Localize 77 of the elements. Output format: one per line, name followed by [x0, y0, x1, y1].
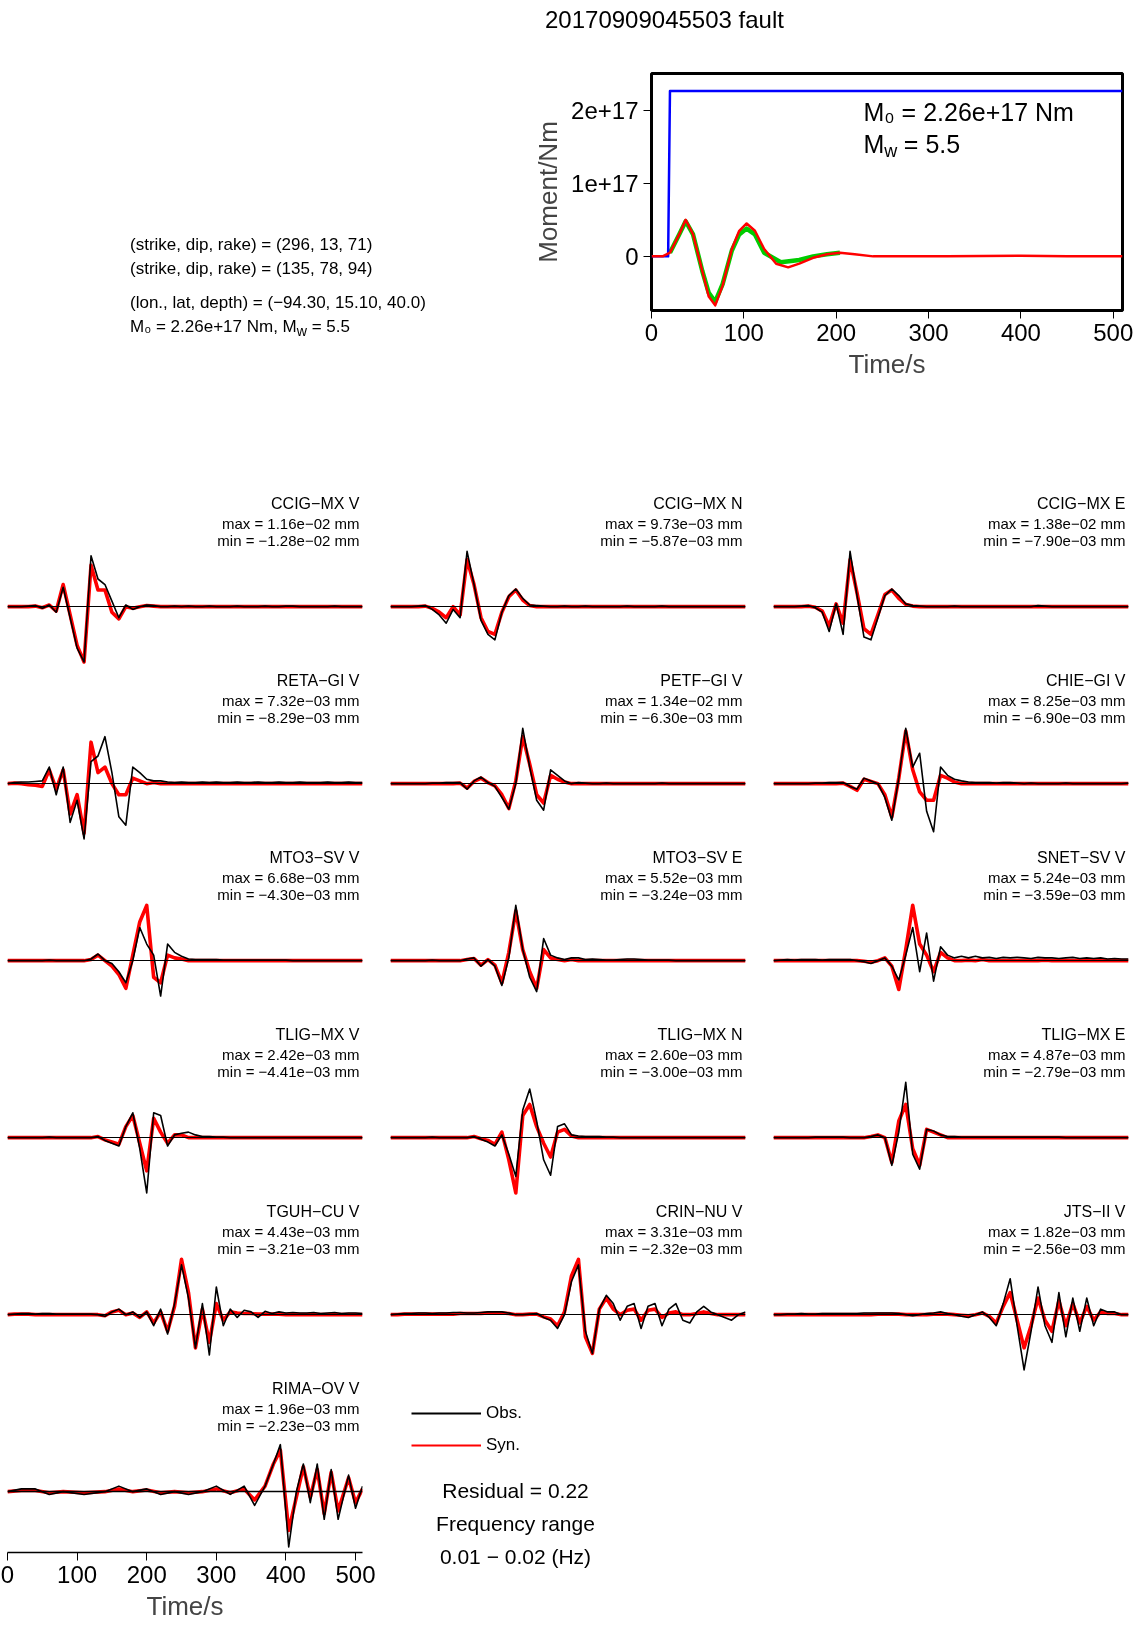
- chart-title: 20170909045503 fault: [545, 5, 784, 35]
- x-tick-label: 200: [816, 318, 857, 346]
- text: min = −3.00e−03 mm: [600, 1062, 743, 1080]
- y-axis-title: Moment/Nm: [533, 121, 564, 263]
- x-tick-label: 400: [265, 1560, 306, 1588]
- y-tick-label: 1e+17: [571, 169, 639, 197]
- x-axis-title: Time/s: [848, 348, 926, 379]
- text: min = −7.90e−03 mm: [983, 531, 1126, 549]
- chart-title: CCIG−MX V: [271, 494, 360, 512]
- text: max = 7.32e−03 mm: [221, 691, 360, 709]
- text: (strike, dip, rake) = (135, 78, 94): [130, 258, 373, 280]
- chart-title: TLIG−MX E: [1041, 1025, 1126, 1043]
- text: max = 1.96e−03 mm: [221, 1399, 360, 1417]
- x-tick-label: 500: [335, 1560, 376, 1588]
- chart-title: MTO3−SV V: [269, 848, 360, 866]
- chart-title: RIMA−OV V: [271, 1379, 360, 1397]
- text: max = 2.60e−03 mm: [604, 1045, 743, 1063]
- text: max = 3.31e−03 mm: [604, 1222, 743, 1240]
- x-axis-title: Time/s: [146, 1590, 224, 1621]
- text: max = 9.73e−03 mm: [604, 514, 743, 532]
- text: min = −8.29e−03 mm: [217, 708, 360, 726]
- text: min = −3.24e−03 mm: [600, 885, 743, 903]
- chart-title: TGUH−CU V: [266, 1202, 360, 1220]
- text: min = −6.30e−03 mm: [600, 708, 743, 726]
- text: max = 1.82e−03 mm: [987, 1222, 1126, 1240]
- text: Frequency range: [436, 1512, 595, 1535]
- text: min = −6.90e−03 mm: [983, 708, 1126, 726]
- text: max = 5.52e−03 mm: [604, 868, 743, 886]
- x-tick-label: 400: [1000, 318, 1041, 346]
- text: 0.01 − 0.02 (Hz): [439, 1545, 592, 1568]
- chart-title: MTO3−SV E: [652, 848, 743, 866]
- text: max = 4.87e−03 mm: [987, 1045, 1126, 1063]
- chart-title: PETF−GI V: [660, 671, 743, 689]
- text: max = 5.24e−03 mm: [987, 868, 1126, 886]
- text: min = −2.23e−03 mm: [217, 1416, 360, 1434]
- text: min = −2.79e−03 mm: [983, 1062, 1126, 1080]
- text: min = −5.87e−03 mm: [600, 531, 743, 549]
- text: min = −1.28e−02 mm: [217, 531, 360, 549]
- chart-title: CCIG−MX E: [1037, 494, 1126, 512]
- x-tick-label: 0: [644, 318, 659, 346]
- y-tick-label: 2e+17: [571, 96, 639, 124]
- x-tick-label: 200: [126, 1560, 167, 1588]
- text: min = −3.59e−03 mm: [983, 885, 1126, 903]
- legend-label: Obs.: [486, 1403, 522, 1423]
- text: max = 8.25e−03 mm: [987, 691, 1126, 709]
- x-tick-label: 500: [1093, 318, 1134, 346]
- text: min = −4.30e−03 mm: [217, 885, 360, 903]
- text: max = 1.16e−02 mm: [221, 514, 360, 532]
- chart-title: CRIN−NU V: [655, 1202, 743, 1220]
- text: max = 2.42e−03 mm: [221, 1045, 360, 1063]
- text: Residual = 0.22: [442, 1479, 589, 1502]
- chart-title: RETA−GI V: [276, 671, 360, 689]
- text: (lon., lat, depth) = (−94.30, 15.10, 40.0): [130, 292, 426, 314]
- chart-title: TLIG−MX N: [657, 1025, 743, 1043]
- chart-title: JTS−II V: [1063, 1202, 1126, 1220]
- text: min = −4.41e−03 mm: [217, 1062, 360, 1080]
- text: M₀ = 2.26e+17 Nm, M$_{w}$ = 5.5: [130, 316, 350, 342]
- chart-title: SNET−SV V: [1037, 848, 1126, 866]
- x-tick-label: 300: [196, 1560, 237, 1588]
- text: (strike, dip, rake) = (296, 13, 71): [130, 234, 373, 256]
- chart-title: CHIE−GI V: [1045, 671, 1126, 689]
- text: min = −2.56e−03 mm: [983, 1239, 1126, 1257]
- annotation: M₀ = 2.26e+17 Nm: [863, 97, 1074, 126]
- text: min = −3.21e−03 mm: [217, 1239, 360, 1257]
- x-tick-label: 100: [723, 318, 764, 346]
- text: max = 1.34e−02 mm: [604, 691, 743, 709]
- legend-label: Syn.: [486, 1435, 521, 1455]
- chart-title: CCIG−MX N: [653, 494, 743, 512]
- text: max = 6.68e−03 mm: [221, 868, 360, 886]
- chart-title: TLIG−MX V: [275, 1025, 360, 1043]
- y-tick-label: 0: [625, 242, 639, 270]
- x-tick-label: 100: [57, 1560, 98, 1588]
- x-tick-label: 0: [0, 1560, 15, 1588]
- text: max = 1.38e−02 mm: [987, 514, 1126, 532]
- text: max = 4.43e−03 mm: [221, 1222, 360, 1240]
- x-tick-label: 300: [908, 318, 949, 346]
- text: min = −2.32e−03 mm: [600, 1239, 743, 1257]
